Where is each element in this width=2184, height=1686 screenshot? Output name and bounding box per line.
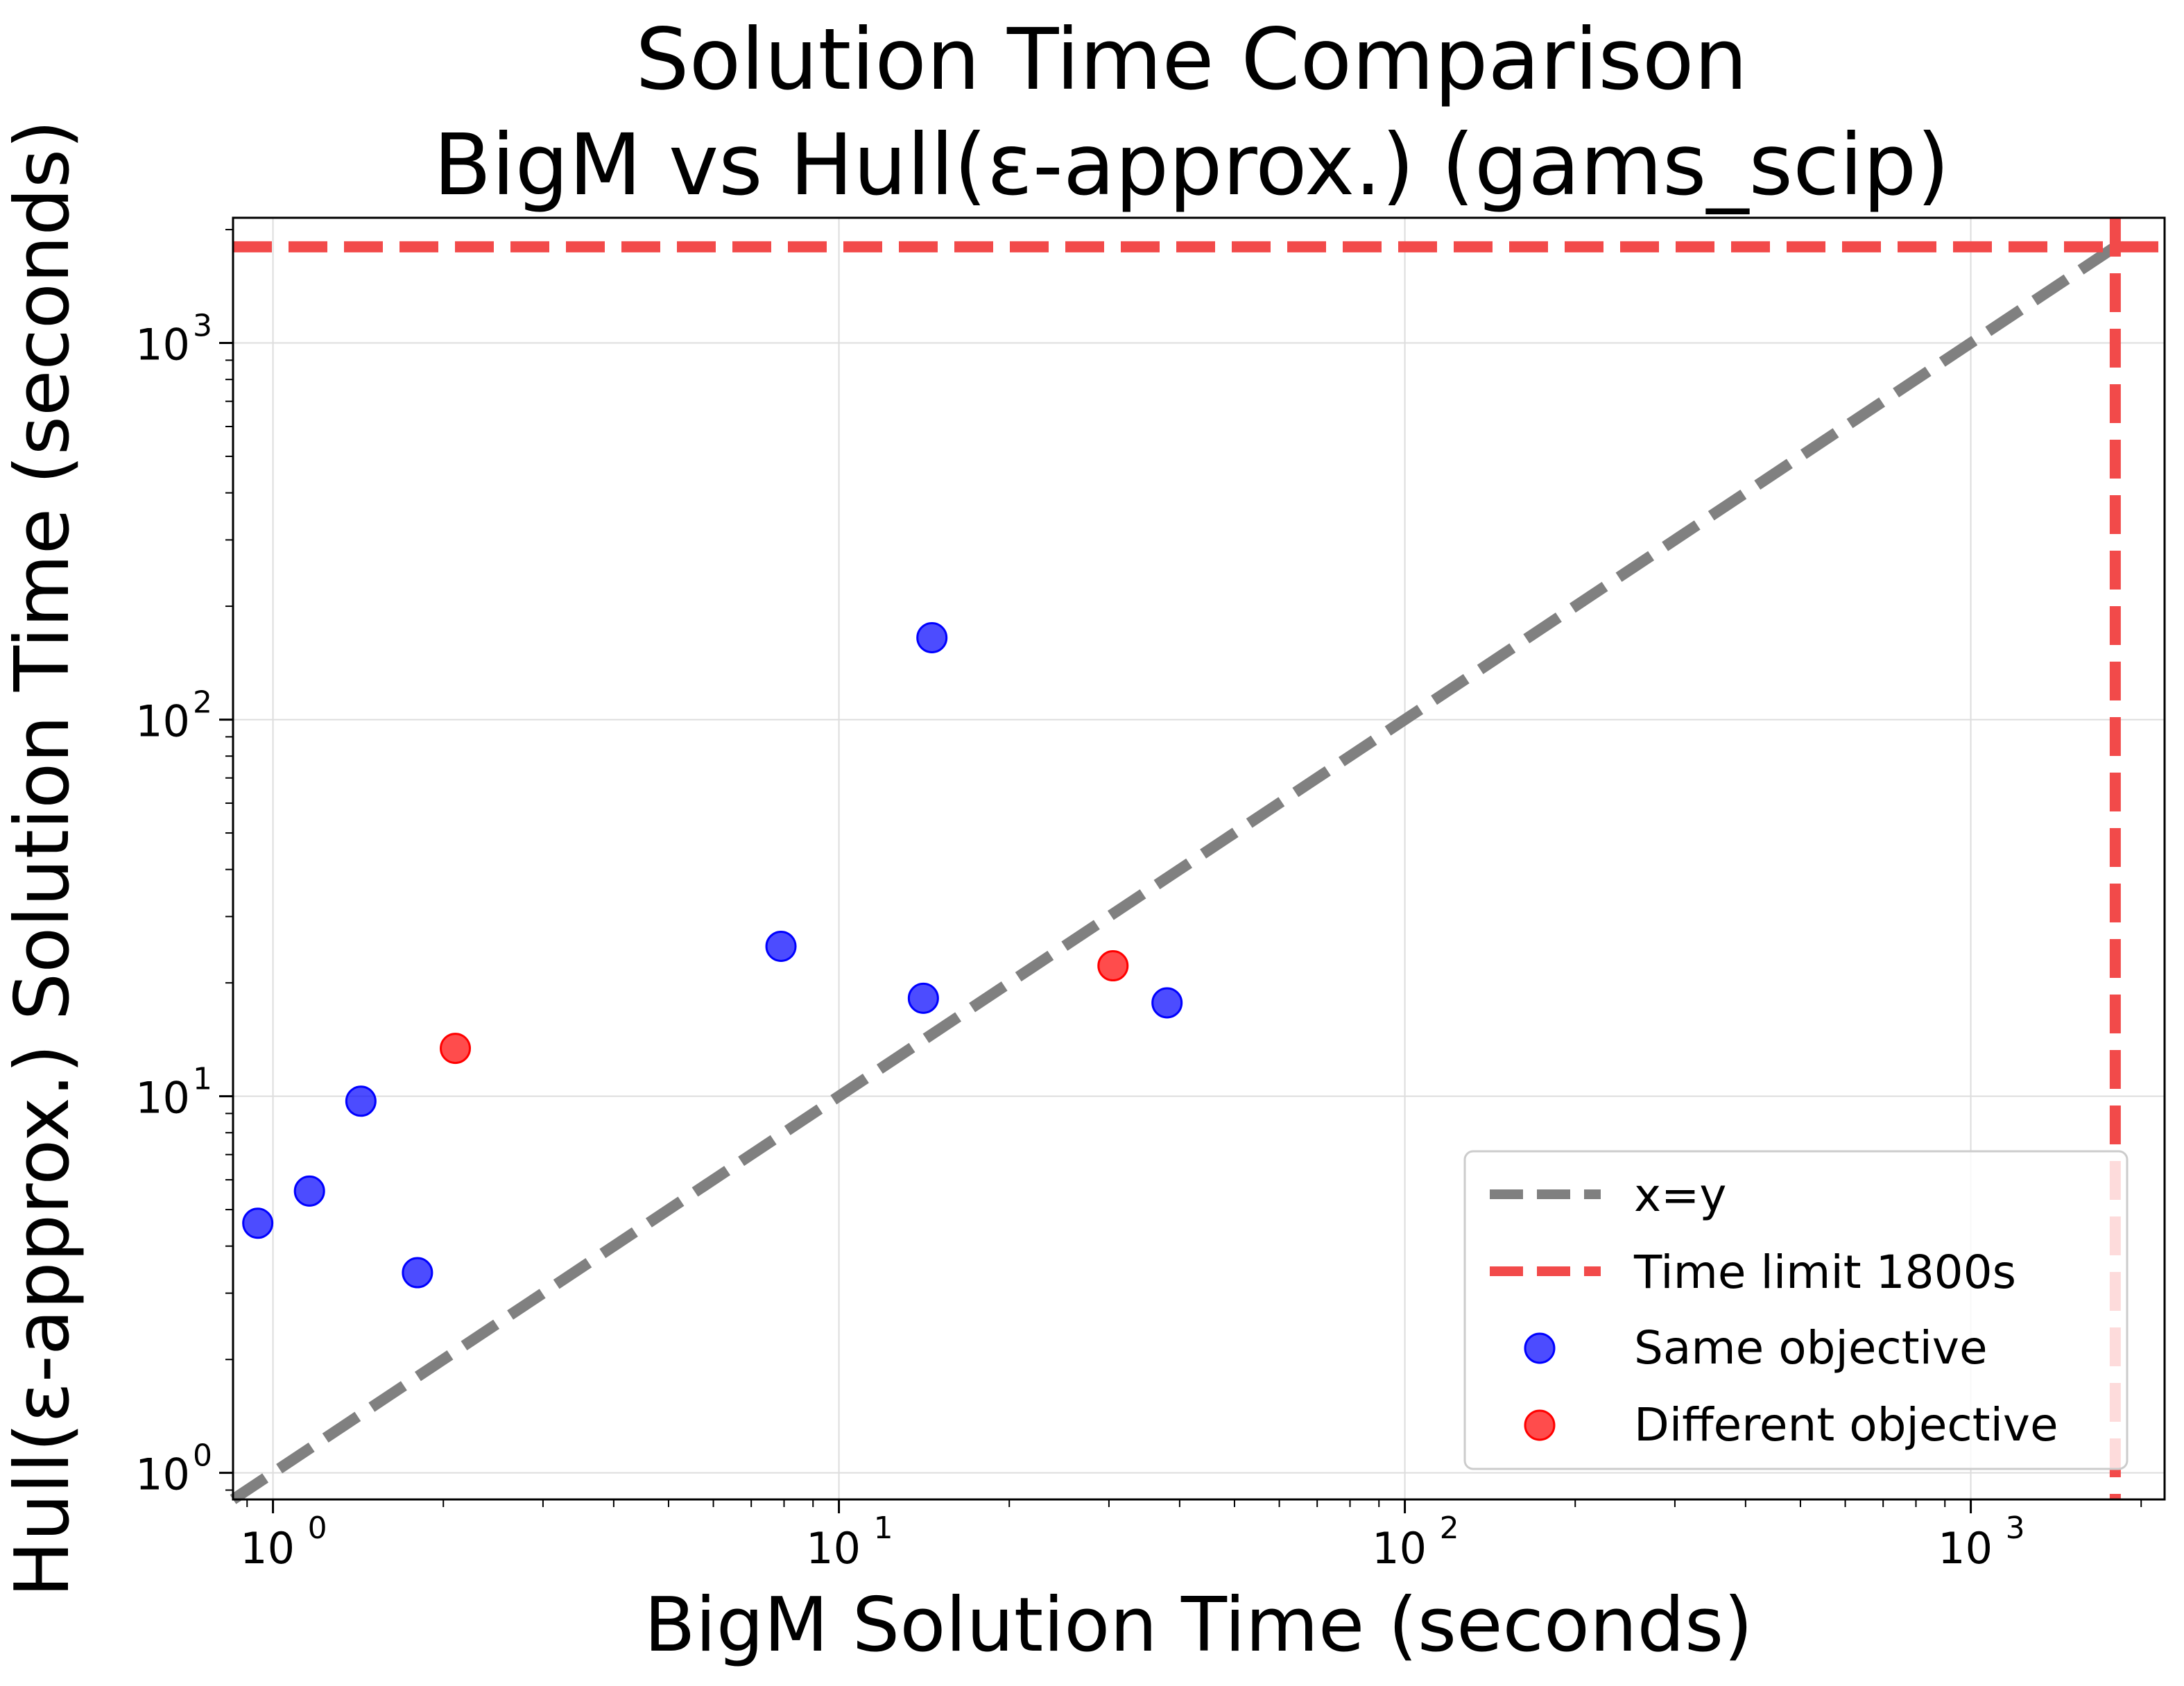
y-tick-exponent: 2 — [193, 685, 212, 721]
xy-reference-line — [230, 242, 2119, 1504]
data-points — [242, 621, 1183, 1289]
y-tick-label: 10 — [135, 696, 190, 747]
y-tick-label: 10 — [135, 1450, 190, 1500]
legend-label-xy: x=y — [1634, 1169, 1726, 1222]
legend-swatch-different-objective — [1524, 1409, 1556, 1441]
point-same-objective — [916, 621, 948, 653]
legend-label-different-objective: Different objective — [1634, 1398, 2058, 1452]
x-axis-label: BigM Solution Time (seconds) — [644, 1582, 1753, 1669]
y-axis-label: Hull(ε-approx.) Solution Time (seconds) — [0, 120, 86, 1598]
legend-swatch-same-objective — [1524, 1332, 1556, 1364]
legend-frame — [1463, 1150, 2129, 1470]
point-same-objective — [345, 1085, 377, 1117]
point-same-objective — [293, 1175, 325, 1207]
plot-area-frame — [232, 216, 2166, 1501]
point-same-objective — [1151, 987, 1183, 1019]
x-tick-exponent: 3 — [2006, 1511, 2025, 1546]
y-tick-label: 10 — [135, 1073, 190, 1124]
chart-title-line-1: Solution Time Comparison — [635, 10, 1748, 109]
legend-label-same-objective: Same objective — [1634, 1321, 1988, 1375]
y-tick-exponent: 0 — [193, 1438, 212, 1474]
x-tick-label: 10 — [240, 1523, 295, 1574]
chart-title-line-2: BigM vs Hull(ε-approx.) (gams_scip) — [433, 116, 1950, 214]
y-tick-label: 10 — [135, 320, 190, 370]
point-different-objective — [1097, 950, 1129, 982]
y-tick-exponent: 1 — [193, 1062, 212, 1097]
point-same-objective — [907, 982, 939, 1014]
x-axis-ticks: 10 0 10 1 10 2 10 3 — [240, 1499, 2142, 1574]
legend: x=y Time limit 1800s Same objective Diff… — [1463, 1150, 2129, 1470]
grid — [233, 218, 2165, 1499]
point-same-objective — [242, 1207, 274, 1239]
y-tick-exponent: 3 — [193, 309, 212, 344]
point-same-objective — [402, 1257, 433, 1289]
x-tick-label: 10 — [1938, 1523, 1993, 1574]
legend-label-time-limit: Time limit 1800s — [1633, 1246, 2016, 1299]
x-tick-exponent: 0 — [308, 1511, 327, 1546]
x-tick-label: 10 — [806, 1523, 861, 1574]
x-tick-label: 10 — [1372, 1523, 1427, 1574]
x-tick-exponent: 2 — [1440, 1511, 1459, 1546]
point-same-objective — [765, 931, 797, 963]
point-different-objective — [440, 1033, 472, 1065]
x-tick-exponent: 1 — [874, 1511, 893, 1546]
